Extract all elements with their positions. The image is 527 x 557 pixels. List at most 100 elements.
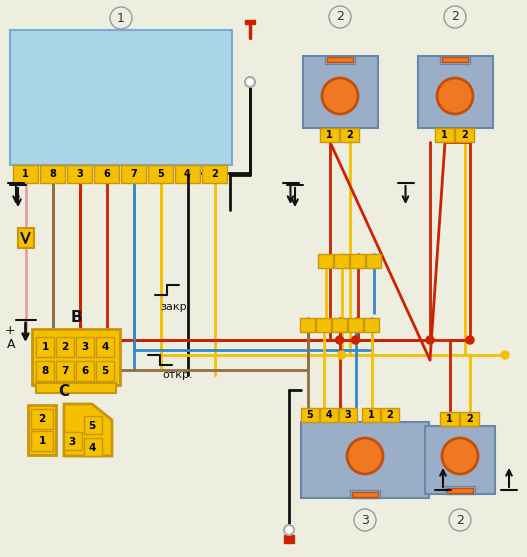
Bar bbox=[435, 128, 454, 142]
Circle shape bbox=[466, 336, 474, 344]
Bar bbox=[417, 56, 493, 128]
Text: B: B bbox=[70, 310, 82, 325]
Bar bbox=[320, 408, 338, 422]
Text: 3: 3 bbox=[76, 169, 83, 179]
Bar bbox=[13, 165, 38, 183]
Bar bbox=[445, 486, 475, 494]
Bar bbox=[440, 56, 470, 64]
Text: +: + bbox=[5, 324, 15, 336]
Bar bbox=[364, 318, 379, 332]
Bar bbox=[284, 535, 294, 543]
Bar bbox=[301, 422, 429, 498]
Bar bbox=[350, 254, 365, 268]
Circle shape bbox=[347, 438, 383, 474]
Bar bbox=[316, 318, 331, 332]
Bar bbox=[31, 409, 53, 429]
Bar bbox=[175, 165, 200, 183]
Circle shape bbox=[437, 78, 473, 114]
Bar bbox=[362, 408, 380, 422]
Bar bbox=[350, 490, 380, 498]
Bar bbox=[301, 408, 319, 422]
Text: 8: 8 bbox=[49, 169, 56, 179]
Bar bbox=[339, 408, 357, 422]
Bar bbox=[327, 57, 353, 62]
Bar bbox=[17, 228, 34, 248]
Text: 2: 2 bbox=[461, 130, 468, 140]
Bar bbox=[56, 361, 74, 381]
Text: A: A bbox=[7, 339, 15, 351]
Bar bbox=[36, 383, 116, 393]
Circle shape bbox=[444, 6, 466, 28]
Bar bbox=[320, 128, 339, 142]
Bar bbox=[440, 412, 459, 426]
Bar bbox=[455, 128, 474, 142]
Bar bbox=[94, 165, 119, 183]
Bar bbox=[96, 361, 114, 381]
Text: 3: 3 bbox=[361, 514, 369, 526]
Text: 5: 5 bbox=[89, 421, 95, 431]
Bar bbox=[366, 254, 381, 268]
Text: 4: 4 bbox=[184, 169, 191, 179]
Bar bbox=[318, 254, 333, 268]
Circle shape bbox=[426, 336, 434, 344]
Bar bbox=[460, 412, 479, 426]
Text: 2: 2 bbox=[211, 169, 218, 179]
Text: закр.: закр. bbox=[160, 302, 190, 312]
Circle shape bbox=[329, 6, 351, 28]
Bar bbox=[40, 165, 65, 183]
Bar bbox=[121, 165, 146, 183]
Circle shape bbox=[284, 525, 294, 535]
Text: 5: 5 bbox=[157, 169, 164, 179]
Bar bbox=[425, 426, 495, 494]
Bar bbox=[300, 318, 315, 332]
Text: 7: 7 bbox=[61, 366, 69, 376]
Text: 1: 1 bbox=[446, 414, 453, 424]
Circle shape bbox=[354, 509, 376, 531]
Bar bbox=[10, 30, 232, 165]
Circle shape bbox=[322, 78, 358, 114]
Text: 4: 4 bbox=[89, 443, 96, 453]
Text: 1: 1 bbox=[38, 436, 46, 446]
Bar bbox=[31, 431, 53, 451]
Circle shape bbox=[245, 77, 255, 87]
Circle shape bbox=[449, 509, 471, 531]
Bar bbox=[340, 128, 359, 142]
Bar bbox=[381, 408, 399, 422]
Bar bbox=[334, 254, 349, 268]
Text: 8: 8 bbox=[42, 366, 48, 376]
Text: 1: 1 bbox=[326, 130, 333, 140]
Bar bbox=[302, 56, 377, 128]
Text: откр.: откр. bbox=[162, 370, 193, 380]
Bar bbox=[348, 318, 363, 332]
Bar bbox=[32, 329, 120, 385]
Polygon shape bbox=[64, 404, 112, 456]
Text: 5: 5 bbox=[307, 410, 314, 420]
Bar bbox=[76, 337, 94, 357]
Circle shape bbox=[337, 351, 346, 359]
Bar bbox=[84, 416, 102, 434]
Bar bbox=[76, 361, 94, 381]
Bar bbox=[96, 337, 114, 357]
Bar bbox=[352, 492, 378, 497]
Bar bbox=[447, 488, 473, 493]
Bar bbox=[325, 56, 355, 64]
Bar bbox=[67, 165, 92, 183]
Circle shape bbox=[336, 336, 344, 344]
Circle shape bbox=[352, 336, 359, 344]
Bar bbox=[36, 337, 54, 357]
Text: 2: 2 bbox=[466, 414, 473, 424]
Text: 2: 2 bbox=[451, 11, 459, 23]
Text: 3: 3 bbox=[345, 410, 352, 420]
Text: C: C bbox=[58, 384, 70, 398]
Text: 6: 6 bbox=[81, 366, 89, 376]
Text: 5: 5 bbox=[101, 366, 109, 376]
Bar bbox=[332, 318, 347, 332]
Bar bbox=[202, 165, 227, 183]
Text: 4: 4 bbox=[101, 342, 109, 352]
Bar bbox=[442, 57, 468, 62]
Circle shape bbox=[442, 438, 478, 474]
Text: 3: 3 bbox=[69, 437, 76, 447]
Bar bbox=[245, 20, 255, 24]
Text: 2: 2 bbox=[387, 410, 393, 420]
Text: 2: 2 bbox=[456, 514, 464, 526]
